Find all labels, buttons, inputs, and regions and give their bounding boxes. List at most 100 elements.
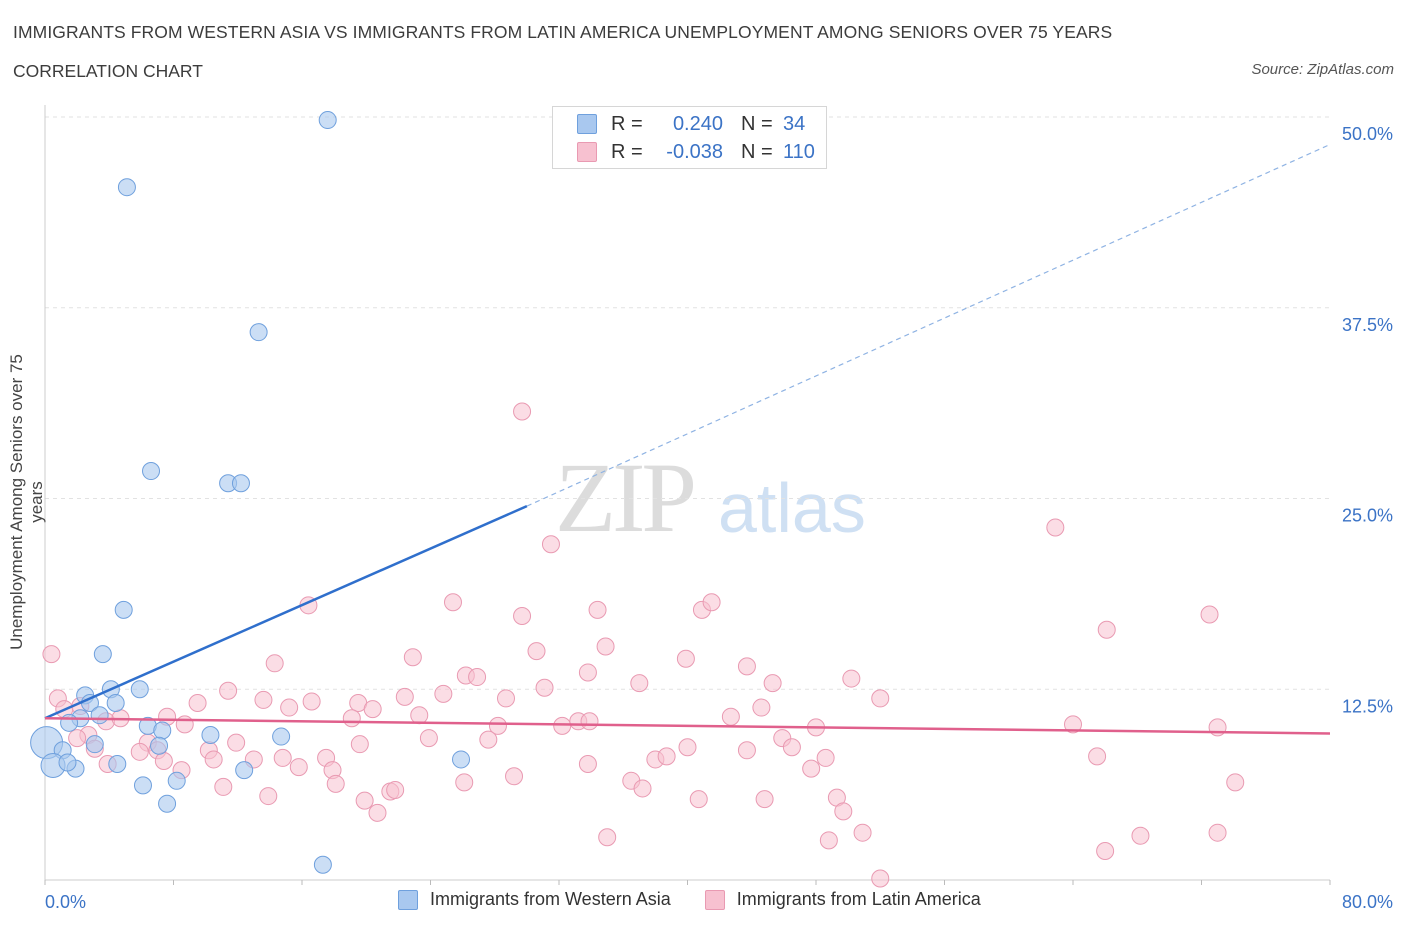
data-point-latin-america <box>42 645 61 664</box>
data-point-latin-america <box>802 759 821 778</box>
x-tick-label: 0.0% <box>45 892 86 912</box>
data-point-latin-america <box>721 707 740 726</box>
legend-n-label: N = <box>741 112 773 135</box>
data-point-latin-america <box>259 787 278 806</box>
data-point-latin-america <box>737 657 756 676</box>
data-point-latin-america <box>535 678 554 697</box>
data-point-latin-america <box>578 663 597 682</box>
data-point-western-asia <box>153 721 172 740</box>
data-point-western-asia <box>90 706 109 725</box>
data-point-latin-america <box>368 803 387 822</box>
legend-label-latin-america: Immigrants from Latin America <box>736 889 981 909</box>
legend-item-latin-america: Immigrants from Latin America <box>704 889 981 910</box>
data-point-latin-america <box>326 774 345 793</box>
data-point-latin-america <box>588 600 607 619</box>
y-tick-label: 12.5% <box>1342 696 1393 716</box>
data-point-latin-america <box>289 758 308 777</box>
legend-r-label: R = <box>611 140 643 163</box>
trend-lines <box>44 143 1331 735</box>
legend-n-value: 110 <box>783 140 815 163</box>
data-point-latin-america <box>678 738 697 757</box>
data-point-latin-america <box>702 593 721 612</box>
data-point-latin-america <box>834 802 853 821</box>
data-point-latin-america <box>842 669 861 688</box>
data-point-latin-america <box>386 780 405 799</box>
x-tick-labels: 0.0% 80.0% <box>45 892 1393 912</box>
legend-swatch-western-asia <box>398 889 418 910</box>
data-point-latin-america <box>496 689 515 708</box>
data-point-latin-america <box>630 674 649 693</box>
legend-r-value: -0.038 <box>666 140 723 163</box>
data-point-latin-america <box>254 690 273 709</box>
legend-r-value: 0.240 <box>672 112 723 135</box>
trend-line-western-asia <box>44 504 528 720</box>
data-point-latin-america <box>273 748 292 767</box>
axes <box>44 105 1330 881</box>
data-point-latin-america <box>410 706 429 725</box>
legend-n-value: 34 <box>783 112 806 135</box>
data-point-western-asia <box>130 680 149 699</box>
series-western-asia <box>30 111 471 874</box>
data-point-latin-america <box>505 767 524 786</box>
legend-n-label: N = <box>741 140 773 163</box>
data-point-latin-america <box>578 755 597 774</box>
data-point-latin-america <box>689 790 708 809</box>
data-point-western-asia <box>60 713 79 732</box>
data-point-latin-america <box>1064 715 1082 734</box>
data-point-latin-america <box>657 747 676 766</box>
chart-subtitle: CORRELATION CHART <box>13 61 203 81</box>
data-point-latin-america <box>871 689 890 708</box>
data-point-latin-america <box>204 750 223 769</box>
data-point-latin-america <box>227 733 246 752</box>
data-point-latin-america <box>871 869 890 888</box>
data-point-western-asia <box>133 776 152 795</box>
data-point-latin-america <box>513 607 532 626</box>
data-point-latin-america <box>541 535 560 554</box>
data-point-latin-america <box>479 730 498 749</box>
data-point-western-asia <box>114 600 133 619</box>
data-point-latin-america <box>68 729 87 748</box>
data-point-latin-america <box>1200 605 1219 624</box>
trend-line-latin-america <box>44 716 1331 735</box>
data-point-latin-america <box>513 402 532 421</box>
data-point-latin-america <box>280 698 299 717</box>
data-point-western-asia <box>235 761 254 780</box>
y-tick-label: 37.5% <box>1342 315 1393 335</box>
data-point-latin-america <box>752 698 771 717</box>
data-point-latin-america <box>676 649 695 668</box>
data-point-latin-america <box>130 742 149 761</box>
legend-r-label: R = <box>611 112 643 135</box>
data-point-latin-america <box>419 729 438 748</box>
data-point-latin-america <box>596 637 615 656</box>
data-point-western-asia <box>167 771 186 790</box>
x-tick-label: 80.0% <box>1342 892 1393 912</box>
data-point-latin-america <box>363 700 382 719</box>
data-point-latin-america <box>853 823 872 842</box>
legend-label-western-asia: Immigrants from Western Asia <box>430 889 671 909</box>
data-point-latin-america <box>816 748 835 767</box>
source-label: Source: ZipAtlas.com <box>1251 61 1394 78</box>
data-point-latin-america <box>302 692 321 711</box>
data-point-western-asia <box>249 323 268 342</box>
data-point-latin-america <box>265 654 284 673</box>
data-point-latin-america <box>1046 518 1065 537</box>
data-point-latin-america <box>434 684 453 703</box>
legend-swatch-western-asia <box>577 114 597 134</box>
data-point-latin-america <box>1208 823 1227 842</box>
data-point-latin-america <box>395 687 414 706</box>
data-point-latin-america <box>468 668 487 687</box>
y-axis-label: Unemployment Among Seniors over 75 years <box>7 354 46 650</box>
data-point-western-asia <box>452 750 471 769</box>
data-point-western-asia <box>150 736 169 755</box>
data-point-latin-america <box>355 791 374 810</box>
data-point-latin-america <box>443 593 462 612</box>
data-point-latin-america <box>1131 826 1150 845</box>
data-point-latin-america <box>580 712 599 731</box>
data-point-latin-america <box>455 773 474 792</box>
series-latin-america <box>42 402 1245 888</box>
data-point-western-asia <box>108 755 127 774</box>
data-point-western-asia <box>106 693 125 712</box>
data-point-western-asia <box>272 727 291 746</box>
data-point-western-asia <box>117 178 136 197</box>
